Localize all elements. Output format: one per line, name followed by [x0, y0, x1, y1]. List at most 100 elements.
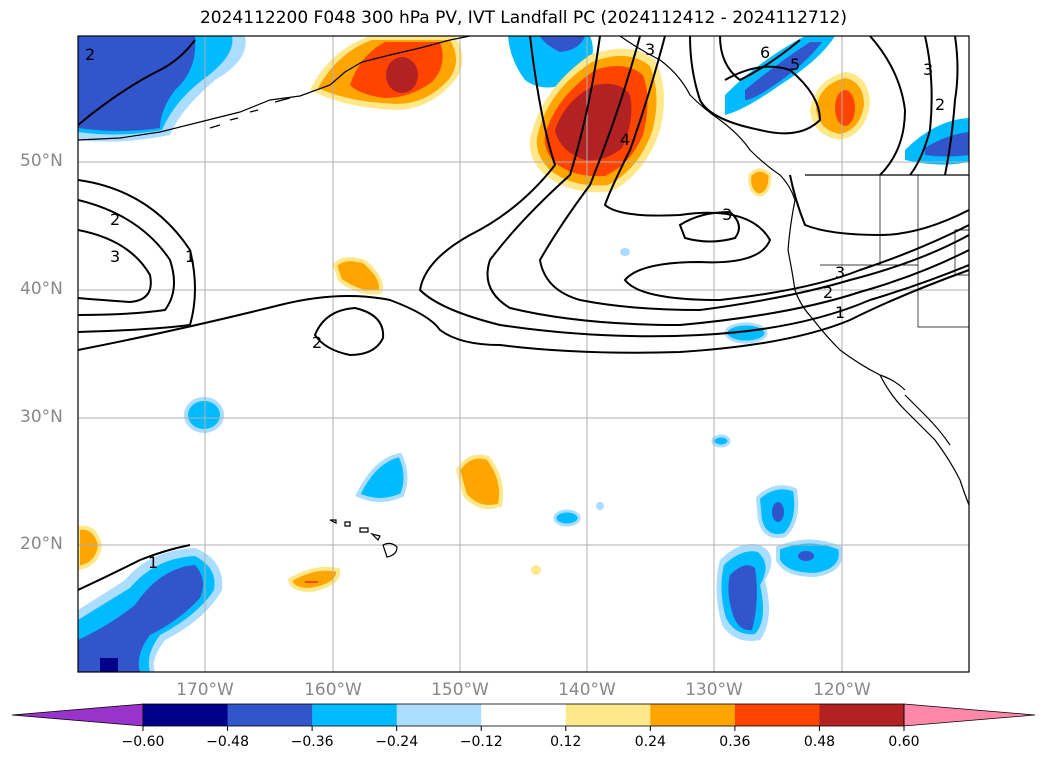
contour-1b: [78, 179, 196, 333]
grid-lines: [78, 36, 969, 672]
pos-region-ca-core: [835, 90, 855, 126]
contour-label: 1: [835, 303, 845, 322]
neg-blob-5: [711, 434, 731, 448]
pos-blob-3: [287, 566, 341, 593]
colorbar-tick-label: −0.24: [375, 734, 419, 750]
contour-label: 2: [823, 283, 833, 302]
colorbar-segment: [481, 704, 567, 726]
map-frame: [77, 35, 970, 673]
contour-label: 3: [722, 205, 732, 224]
colorbar-tick-label: −0.36: [290, 734, 334, 750]
contour-label: 5: [790, 55, 800, 74]
colorbar-frame: [142, 703, 905, 727]
colorbar-segment: [312, 704, 398, 726]
contour-label: 4: [620, 130, 630, 149]
colorbar-tick-label: 0.60: [888, 734, 920, 750]
neg-blob-7: [596, 502, 604, 510]
neg-region-se-3-inner: [798, 551, 814, 561]
contour-label-group: 2 3 1 2 3 4 5 6 3 2 3 2 3 2 1 1: [85, 40, 945, 572]
neg-blob-6: [620, 248, 630, 256]
contour-label: 3: [835, 263, 845, 282]
neg-region-ne-inner: [745, 42, 822, 100]
figure-title: 2024112200 F048 300 hPa PV, IVT Landfall…: [199, 8, 847, 28]
lon-label-140w: 140°W: [558, 680, 616, 700]
colorbar-tick-label: −0.12: [459, 734, 503, 750]
contour-ne-3: [944, 36, 959, 176]
contour-mid-ext: [789, 174, 969, 237]
lon-label-150w: 150°W: [431, 680, 489, 700]
contour-main-3: [538, 36, 969, 312]
neg-region-sw-inner: [78, 565, 204, 672]
colorbar-tick-label: 0.36: [719, 734, 751, 750]
alaska-islands: [209, 97, 291, 129]
colorbar-segment: [819, 704, 905, 726]
hawaii: [329, 519, 398, 558]
lon-label-160w: 160°W: [304, 680, 362, 700]
contour-sw: [78, 544, 191, 591]
lon-label-170w: 170°W: [176, 680, 234, 700]
contour-label: 6: [760, 43, 770, 62]
pos-blob-1: [332, 257, 383, 295]
colorbar-segment: [565, 704, 651, 726]
neg-region-e-inner: [925, 132, 969, 157]
neg-region-sw-core: [100, 658, 118, 672]
colorbar-tick-label: −0.48: [206, 734, 249, 750]
neg-blob-2: [355, 452, 408, 502]
lon-label-120w: 120°W: [813, 680, 871, 700]
lat-label-40: 40°N: [20, 279, 63, 299]
contour-main-2: [486, 36, 969, 327]
contour-label: 2: [312, 333, 322, 352]
contour-1: [78, 269, 969, 354]
map-content: 2 3 1 2 3 4 5 6 3 2 3 2 3 2 1 1: [78, 36, 969, 672]
contour-nw: [78, 39, 196, 126]
colorbar-extend-high: [903, 703, 1036, 727]
contour-3-loop: [678, 210, 740, 243]
positive-anomaly-regions: [78, 36, 870, 593]
contour-3: [78, 229, 152, 304]
contour-2: [78, 199, 175, 316]
neg-region-n-inner: [540, 36, 585, 52]
contour-label: 2: [935, 95, 945, 114]
baja-coast: [879, 374, 969, 506]
colorbar-tick-label: −0.60: [121, 734, 165, 750]
lon-label-130w: 130°W: [685, 680, 743, 700]
lat-label-30: 30°N: [20, 407, 63, 427]
lat-label-50: 50°N: [20, 151, 63, 171]
alaska-coast: [78, 36, 471, 141]
coastlines: [78, 36, 969, 558]
colorbar-segment: [396, 704, 482, 726]
contour-ne-1: [869, 36, 907, 176]
colorbar: [11, 703, 1036, 731]
pos-region-main-core: [555, 83, 632, 161]
contour-2-loop: [313, 306, 385, 357]
lat-label-20: 20°N: [20, 534, 63, 554]
colorbar-tick-label: 0.12: [550, 734, 582, 750]
contour-label: 2: [85, 45, 95, 64]
colorbar-extend-low: [11, 703, 144, 727]
pos-blob-2: [455, 454, 504, 509]
contour-label: 3: [110, 247, 120, 266]
colorbar-segment: [650, 704, 736, 726]
neg-blob-1: [184, 397, 224, 433]
colorbar-segment: [734, 704, 820, 726]
negative-anomaly-regions: [78, 36, 969, 672]
pv-contours: [78, 36, 969, 591]
contour-label: 3: [645, 40, 655, 59]
pos-blob-6: [531, 565, 541, 575]
colorbar-segment: [227, 704, 313, 726]
contour-label: 3: [923, 60, 933, 79]
bc-coast: [619, 36, 796, 201]
contour-ne-2: [909, 36, 933, 176]
colorbar-tick-label: 0.24: [634, 734, 666, 750]
contour-label: 2: [110, 210, 120, 229]
contour-label: 1: [148, 553, 158, 572]
neg-blob-3: [553, 509, 581, 527]
us-state-borders: [820, 175, 969, 328]
neg-region-se-2-inner: [772, 502, 784, 522]
colorbar-tick-label: 0.48: [803, 734, 836, 750]
contour-main-1: [418, 36, 969, 338]
contour-label: 1: [185, 247, 195, 266]
gulf-california: [904, 394, 951, 446]
colorbar-segment: [143, 704, 229, 726]
